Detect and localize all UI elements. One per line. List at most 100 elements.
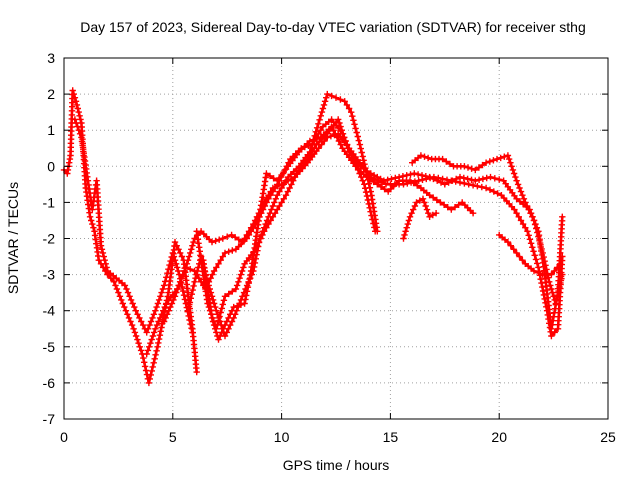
data-point xyxy=(343,141,350,148)
data-point xyxy=(455,201,462,208)
data-point xyxy=(512,173,519,181)
data-point xyxy=(411,170,418,177)
data-point xyxy=(89,220,96,228)
data-point xyxy=(123,285,130,293)
data-point xyxy=(538,279,545,287)
data-point xyxy=(513,249,520,257)
data-point xyxy=(224,233,231,240)
data-point xyxy=(508,163,515,170)
data-point xyxy=(507,242,514,249)
data-point xyxy=(548,321,556,328)
data-point xyxy=(366,184,374,191)
data-point xyxy=(150,359,157,366)
data-point xyxy=(221,293,229,300)
data-point xyxy=(429,211,436,219)
data-point xyxy=(155,318,162,325)
data-point xyxy=(525,206,532,213)
data-point xyxy=(384,176,391,183)
data-point xyxy=(342,137,349,145)
data-point xyxy=(493,155,501,163)
data-point xyxy=(321,98,329,105)
data-point xyxy=(448,206,455,213)
data-point xyxy=(333,134,341,141)
data-point xyxy=(144,325,152,332)
data-point xyxy=(219,301,226,308)
data-point xyxy=(486,186,494,193)
data-point xyxy=(306,137,314,145)
data-point xyxy=(392,174,399,182)
y-tick-label: 1 xyxy=(47,122,55,138)
data-point xyxy=(150,311,158,318)
data-point xyxy=(530,248,537,255)
data-point xyxy=(349,113,356,120)
series-arc-2 xyxy=(71,116,196,336)
data-point xyxy=(238,267,246,275)
data-point xyxy=(140,354,147,362)
data-point xyxy=(113,285,121,293)
data-point xyxy=(209,314,216,322)
data-point xyxy=(341,98,348,105)
data-point xyxy=(265,220,272,228)
data-point xyxy=(482,159,490,166)
data-point xyxy=(149,314,156,322)
data-point xyxy=(413,199,420,206)
data-point xyxy=(280,181,287,188)
data-point xyxy=(490,157,497,164)
data-point xyxy=(421,199,428,206)
data-point xyxy=(148,367,155,375)
data-point xyxy=(317,127,324,134)
data-point xyxy=(151,355,158,362)
data-point xyxy=(158,311,165,318)
data-point xyxy=(469,210,477,217)
data-point xyxy=(99,249,107,257)
data-point xyxy=(135,340,142,347)
data-point xyxy=(271,184,279,192)
data-point xyxy=(75,127,82,134)
series-arc-8 xyxy=(409,152,566,307)
data-point xyxy=(243,288,251,295)
data-point xyxy=(337,96,344,103)
data-point xyxy=(221,321,229,329)
data-point xyxy=(358,149,365,156)
data-point xyxy=(403,172,410,179)
data-point xyxy=(158,289,165,296)
data-point xyxy=(400,235,407,242)
data-point xyxy=(539,287,547,295)
data-point xyxy=(157,293,164,300)
data-point xyxy=(437,199,444,206)
data-point xyxy=(282,192,290,199)
data-point xyxy=(269,213,277,220)
data-point xyxy=(265,195,272,202)
data-point xyxy=(250,224,257,231)
data-point xyxy=(122,307,130,314)
data-point xyxy=(367,170,374,177)
data-point xyxy=(162,314,169,322)
data-point xyxy=(189,242,196,249)
data-point xyxy=(169,249,176,257)
data-point xyxy=(235,236,242,243)
data-point xyxy=(225,290,232,298)
data-point xyxy=(535,269,542,276)
data-point xyxy=(188,291,195,298)
series-line xyxy=(62,89,198,385)
data-point xyxy=(72,98,80,105)
data-point xyxy=(456,179,464,186)
data-point xyxy=(547,282,554,289)
data-point xyxy=(221,249,229,257)
data-point xyxy=(552,300,559,307)
data-point xyxy=(175,282,183,289)
data-point xyxy=(71,94,79,101)
data-point xyxy=(189,286,196,294)
data-point xyxy=(141,359,148,366)
data-point xyxy=(381,186,388,193)
data-point xyxy=(443,158,450,165)
data-point xyxy=(124,289,132,296)
data-point xyxy=(461,180,468,187)
data-point xyxy=(365,180,373,187)
data-point xyxy=(356,163,364,170)
data-point xyxy=(187,249,194,257)
data-point xyxy=(405,217,413,224)
data-point xyxy=(483,174,490,182)
data-point xyxy=(210,267,218,275)
data-point xyxy=(215,317,222,324)
